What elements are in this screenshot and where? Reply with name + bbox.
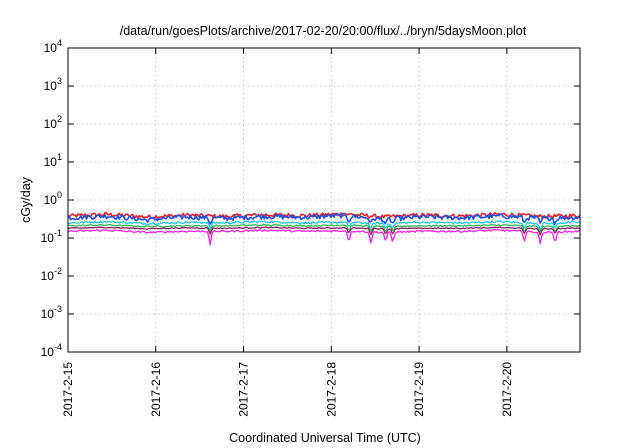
y-tick-label: 100 [44,190,62,207]
x-tick-label: 2017-2-17 [237,362,251,417]
y-tick-label: 102 [44,114,62,131]
series-line [67,223,581,233]
series-line [67,212,581,226]
series-line [67,220,581,231]
series-layer [67,212,581,246]
series-line [67,226,581,236]
chart-title: /data/run/goesPlots/archive/2017-02-20/2… [120,24,527,38]
y-tick-label: 104 [44,38,62,55]
plot-frame [67,47,581,353]
y-tick-label: 10-1 [41,228,62,245]
y-tick-label: 10-4 [41,342,62,359]
y-tick-label: 101 [44,152,62,169]
y-tick-label: 10-2 [41,266,62,283]
y-axis-label: cGy/day [19,176,33,223]
axes: 10-4 10-3 10-2 10-1 100 101 102 103 104 2017-2-15… [41,38,580,417]
x-tick-label: 2017-2-15 [61,362,75,417]
x-tick-label: 2017-2-19 [412,362,426,417]
x-tick-label: 2017-2-20 [500,362,514,417]
series-line [67,228,581,246]
grid [68,48,580,352]
x-axis-label: Coordinated Universal Time (UTC) [229,431,421,445]
y-tick-label: 10-3 [41,304,62,321]
y-tick-label: 103 [44,76,62,93]
x-tick-label: 2017-2-18 [324,362,338,417]
x-tick-label: 2017-2-16 [149,362,163,417]
